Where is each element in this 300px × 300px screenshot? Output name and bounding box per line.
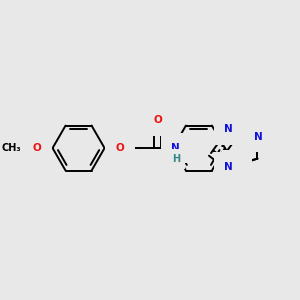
Text: O: O <box>116 143 124 153</box>
Text: O: O <box>153 115 162 125</box>
Text: CH₃: CH₃ <box>1 143 21 153</box>
Text: O: O <box>33 143 41 153</box>
Text: H: H <box>172 154 180 164</box>
Text: N: N <box>224 162 233 172</box>
Text: N: N <box>224 124 233 134</box>
Text: N: N <box>232 125 241 135</box>
Text: S: S <box>233 161 242 171</box>
Text: N: N <box>171 143 180 153</box>
Text: N: N <box>254 131 263 142</box>
